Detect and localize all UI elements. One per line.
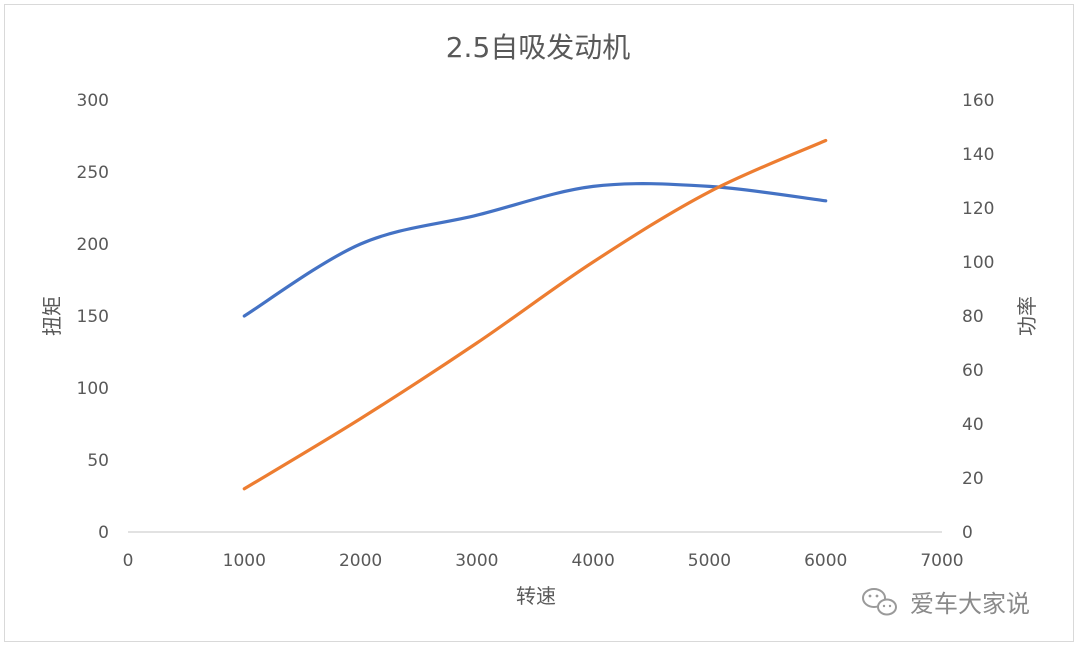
x-tick-group: 0 1000 2000 3000 4000 5000 6000 7000: [123, 551, 964, 571]
x-tick-label: 0: [123, 551, 134, 571]
torque-series-line: [242, 182, 828, 318]
y-right-tick-label: 20: [962, 469, 984, 489]
y-left-tick-label: 300: [77, 91, 109, 111]
y-left-tick-label: 50: [87, 451, 109, 471]
y-left-tick-label: 0: [98, 523, 109, 543]
x-tick-label: 6000: [804, 551, 847, 571]
y-left-tick-group: 0 50 100 150 200 250 300: [77, 91, 109, 543]
x-axis-label: 转速: [516, 584, 556, 608]
y-left-tick-label: 250: [77, 163, 109, 183]
y-left-axis-label: 扭矩: [40, 296, 64, 336]
chart-frame: [4, 4, 1074, 642]
series-group: [242, 138, 828, 491]
chart-title: 2.5自吸发动机: [446, 31, 631, 64]
x-tick-label: 7000: [920, 551, 963, 571]
y-right-tick-label: 0: [962, 523, 973, 543]
power-series-line: [242, 138, 828, 491]
y-right-tick-label: 140: [962, 145, 994, 165]
y-right-tick-label: 80: [962, 307, 984, 327]
x-tick-label: 2000: [339, 551, 382, 571]
x-tick-label: 4000: [572, 551, 615, 571]
y-left-tick-label: 100: [77, 379, 109, 399]
y-left-tick-label: 200: [77, 235, 109, 255]
y-right-axis-label: 功率: [1015, 296, 1039, 336]
y-right-tick-label: 60: [962, 361, 984, 381]
y-right-tick-label: 160: [962, 91, 994, 111]
x-tick-label: 1000: [223, 551, 266, 571]
x-tick-label: 5000: [688, 551, 731, 571]
watermark: 爱车大家说: [862, 588, 1030, 618]
watermark-text: 爱车大家说: [910, 590, 1030, 618]
y-left-tick-label: 150: [77, 307, 109, 327]
y-right-tick-group: 0 20 40 60 80 100 120 140 160: [962, 91, 994, 543]
x-tick-label: 3000: [455, 551, 498, 571]
wechat-icon: [862, 588, 897, 616]
y-right-tick-label: 40: [962, 415, 984, 435]
y-right-tick-label: 120: [962, 199, 994, 219]
y-right-tick-label: 100: [962, 253, 994, 273]
